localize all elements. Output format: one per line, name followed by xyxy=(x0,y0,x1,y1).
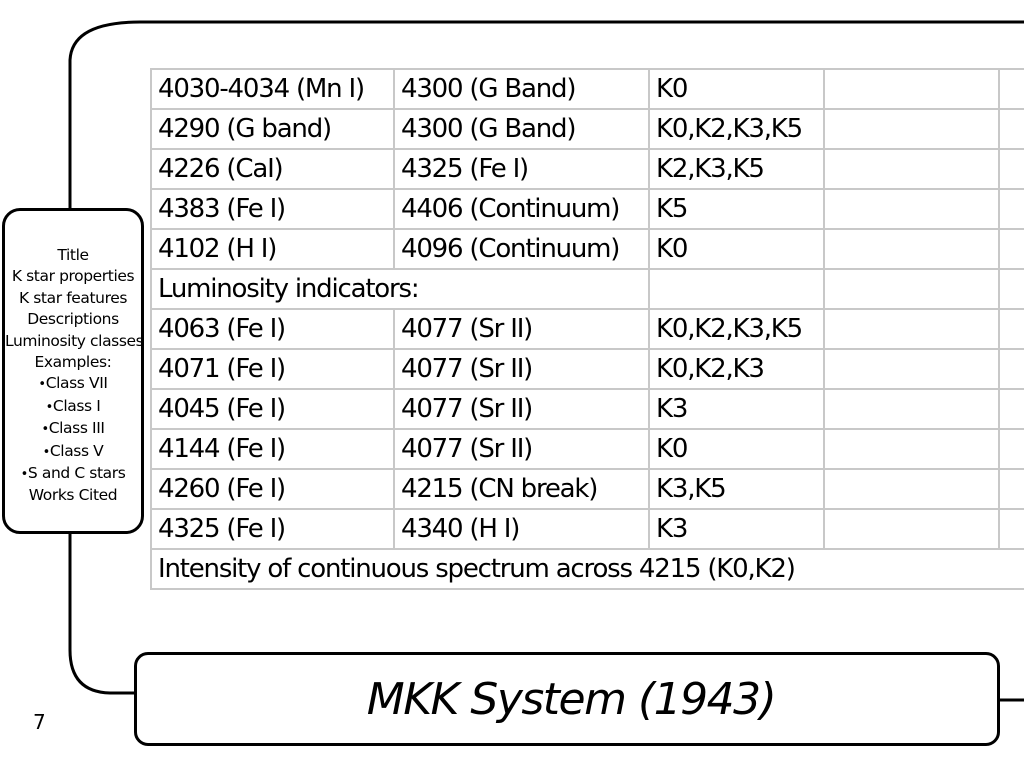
sidebar-item-class-iii[interactable]: Class III xyxy=(5,418,141,440)
table-row: 4102 (H I) 4096 (Continuum) K0 xyxy=(150,228,1024,270)
table-cell: 4340 (H I) xyxy=(393,508,650,550)
table-cell: 4077 (Sr II) xyxy=(393,308,650,350)
table-cell xyxy=(823,228,1000,270)
table-cell xyxy=(823,468,1000,510)
table-row: 4030-4034 (Mn I) 4300 (G Band) K0 xyxy=(150,68,1024,110)
table-cell xyxy=(998,388,1024,430)
table-cell xyxy=(823,348,1000,390)
table-cell xyxy=(823,188,1000,230)
table-row: 4383 (Fe I) 4406 (Continuum) K5 xyxy=(150,188,1024,230)
table-row: 4325 (Fe I) 4340 (H I) K3 xyxy=(150,508,1024,550)
table-cell xyxy=(823,388,1000,430)
table-row: 4063 (Fe I) 4077 (Sr II) K0,K2,K3,K5 xyxy=(150,308,1024,350)
table-cell xyxy=(998,428,1024,470)
table-cell: 4071 (Fe I) xyxy=(150,348,395,390)
table-cell: K0 xyxy=(648,68,825,110)
table-row: 4226 (CaI) 4325 (Fe I) K2,K3,K5 xyxy=(150,148,1024,190)
table-cell: K3,K5 xyxy=(648,468,825,510)
table-cell xyxy=(823,428,1000,470)
table-cell xyxy=(998,108,1024,150)
table-cell xyxy=(823,108,1000,150)
sidebar-item-k-star-features[interactable]: K star features xyxy=(18,288,128,307)
table-row: 4045 (Fe I) 4077 (Sr II) K3 xyxy=(150,388,1024,430)
table-cell: 4300 (G Band) xyxy=(393,68,650,110)
table-cell: 4144 (Fe I) xyxy=(150,428,395,470)
table-cell: 4226 (CaI) xyxy=(150,148,395,190)
table-cell: 4077 (Sr II) xyxy=(393,348,650,390)
sidebar-item-descriptions[interactable]: Descriptions xyxy=(27,310,119,329)
section-header-cell: Luminosity indicators: xyxy=(150,268,650,310)
spectral-features-table: 4030-4034 (Mn I) 4300 (G Band) K0 4290 (G b… xyxy=(150,68,1024,590)
slide-title-box: MKK System (1943) xyxy=(134,652,1000,746)
table-cell: 4325 (Fe I) xyxy=(393,148,650,190)
table-row: 4290 (G band) 4300 (G Band) K0,K2,K3,K5 xyxy=(150,108,1024,150)
sidebar-item-luminosity-classes[interactable]: Luminosity classes xyxy=(5,331,144,350)
table-cell: 4102 (H I) xyxy=(150,228,395,270)
table-row: Intensity of continuous spectrum across … xyxy=(150,548,1024,590)
table-cell: K5 xyxy=(648,188,825,230)
sidebar-item-s-and-c-stars[interactable]: S and C stars xyxy=(5,463,141,485)
table-cell: K3 xyxy=(648,508,825,550)
table-row: 4260 (Fe I) 4215 (CN break) K3,K5 xyxy=(150,468,1024,510)
sidebar-nav: Title K star properties K star features Des… xyxy=(2,208,144,534)
table-cell xyxy=(823,148,1000,190)
table-cell: 4077 (Sr II) xyxy=(393,428,650,470)
table-cell xyxy=(998,228,1024,270)
table-row: Luminosity indicators: xyxy=(150,268,1024,310)
table-cell: 4260 (Fe I) xyxy=(150,468,395,510)
table-cell xyxy=(998,468,1024,510)
sidebar-item-title[interactable]: Title xyxy=(57,246,89,264)
table-cell: 4290 (G band) xyxy=(150,108,395,150)
table-cell xyxy=(823,268,1000,310)
table-cell: K2,K3,K5 xyxy=(648,148,825,190)
table-cell xyxy=(998,508,1024,550)
table-cell: 4300 (G Band) xyxy=(393,108,650,150)
table-cell xyxy=(998,348,1024,390)
table-cell: 4045 (Fe I) xyxy=(150,388,395,430)
table-cell: 4383 (Fe I) xyxy=(150,188,395,230)
sidebar-item-class-vii[interactable]: Class VII xyxy=(5,373,141,395)
table-row: 4144 (Fe I) 4077 (Sr II) K0 xyxy=(150,428,1024,470)
table-cell: K0,K2,K3 xyxy=(648,348,825,390)
page-number: 7 xyxy=(33,710,46,734)
table-cell xyxy=(998,268,1024,310)
sidebar-item-k-star-properties[interactable]: K star properties xyxy=(11,267,135,286)
table-cell xyxy=(823,308,1000,350)
table-cell: 4077 (Sr II) xyxy=(393,388,650,430)
sidebar-item-examples[interactable]: Examples: xyxy=(34,353,112,372)
sidebar-item-class-i[interactable]: Class I xyxy=(5,396,141,418)
table-cell xyxy=(998,308,1024,350)
table-cell: 4063 (Fe I) xyxy=(150,308,395,350)
table-cell: Intensity of continuous spectrum across … xyxy=(150,548,1024,590)
sidebar-item-class-v[interactable]: Class V xyxy=(5,441,141,463)
table-cell xyxy=(998,188,1024,230)
table-cell: K3 xyxy=(648,388,825,430)
table-cell: K0,K2,K3,K5 xyxy=(648,308,825,350)
slide-title: MKK System (1943) xyxy=(366,673,777,725)
table-cell xyxy=(823,508,1000,550)
table-cell: 4215 (CN break) xyxy=(393,468,650,510)
table-cell xyxy=(998,68,1024,110)
table-cell: K0 xyxy=(648,228,825,270)
table-cell: K0 xyxy=(648,428,825,470)
sidebar-item-works-cited[interactable]: Works Cited xyxy=(28,486,118,505)
table-cell: 4096 (Continuum) xyxy=(393,228,650,270)
table-cell: 4325 (Fe I) xyxy=(150,508,395,550)
table-cell xyxy=(823,68,1000,110)
table-row: 4071 (Fe I) 4077 (Sr II) K0,K2,K3 xyxy=(150,348,1024,390)
table-cell: 4406 (Continuum) xyxy=(393,188,650,230)
table-cell xyxy=(998,148,1024,190)
table-cell xyxy=(648,268,825,310)
spectral-features-table-container: 4030-4034 (Mn I) 4300 (G Band) K0 4290 (G b… xyxy=(150,68,1024,621)
table-cell: 4030-4034 (Mn I) xyxy=(150,68,395,110)
table-cell: K0,K2,K3,K5 xyxy=(648,108,825,150)
